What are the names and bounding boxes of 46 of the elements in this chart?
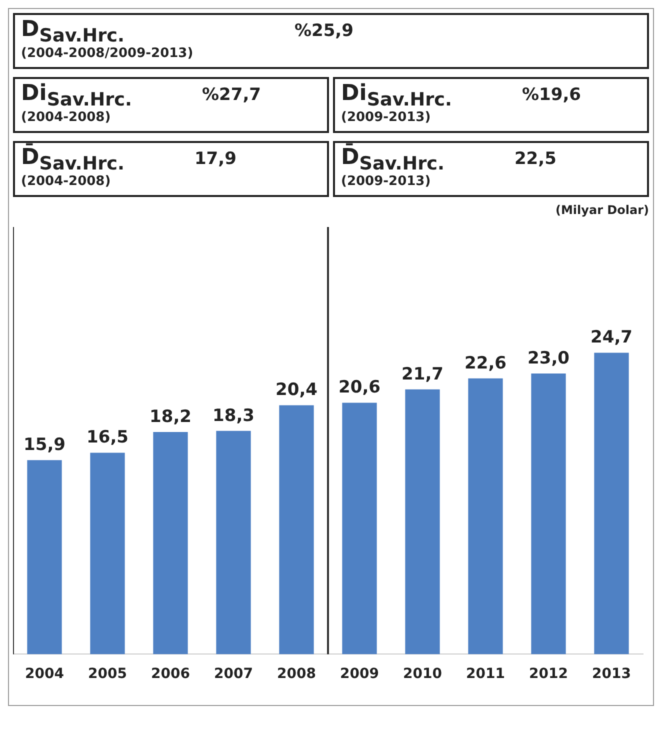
text: Di$_{Sav.Hrc.}$ (21, 81, 132, 110)
bar (468, 378, 503, 654)
text: D̄$_{Sav.Hrc.}$ (21, 145, 124, 174)
text: (2004-2008/2009-2013) (21, 46, 194, 62)
x-tick-label: 2009 (340, 666, 379, 682)
x-tick-label: 2004 (25, 666, 64, 682)
x-tick-label: 2010 (403, 666, 442, 682)
data-label: 15,9 (24, 435, 66, 456)
bar (342, 402, 377, 654)
text: 22,5 (514, 149, 556, 169)
text: (2009-2013) (341, 110, 432, 126)
data-label: 24,7 (590, 328, 632, 348)
data-label: 23,0 (528, 348, 570, 368)
text: Di$_{Sav.Hrc.}$ (341, 81, 452, 110)
x-tick-label: 2012 (529, 666, 568, 682)
data-label: 16,5 (86, 428, 128, 448)
data-label: 20,4 (276, 380, 318, 400)
text: %27,7 (202, 85, 261, 105)
bar (27, 460, 62, 654)
x-tick-label: 2007 (214, 666, 253, 682)
text: %19,6 (522, 85, 581, 105)
text: 17,9 (194, 149, 236, 169)
bar (279, 405, 314, 654)
text: D̄$_{Sav.Hrc.}$ (341, 145, 444, 174)
text: D$_{Sav.Hrc.}$ (21, 17, 124, 46)
text: (2009-2013) (341, 174, 432, 190)
text: (Milyar Dolar) (554, 203, 650, 217)
bar (216, 430, 251, 654)
bar (405, 389, 440, 654)
text: (2004-2008) (21, 174, 112, 190)
bar (594, 352, 629, 654)
text: %25,9 (294, 21, 354, 41)
x-tick-label: 2011 (466, 666, 505, 682)
data-label: 20,6 (338, 378, 380, 398)
x-tick-label: 2005 (88, 666, 127, 682)
bar (531, 373, 566, 654)
x-tick-label: 2008 (277, 666, 316, 682)
bar (153, 432, 188, 654)
data-label: 22,6 (464, 353, 506, 374)
x-tick-label: 2013 (592, 666, 631, 682)
data-label: 18,3 (212, 406, 254, 426)
bar (90, 452, 125, 654)
x-tick-label: 2006 (151, 666, 190, 682)
data-label: 18,2 (150, 406, 192, 427)
data-label: 21,7 (402, 364, 444, 384)
text: (2004-2008) (21, 110, 112, 126)
